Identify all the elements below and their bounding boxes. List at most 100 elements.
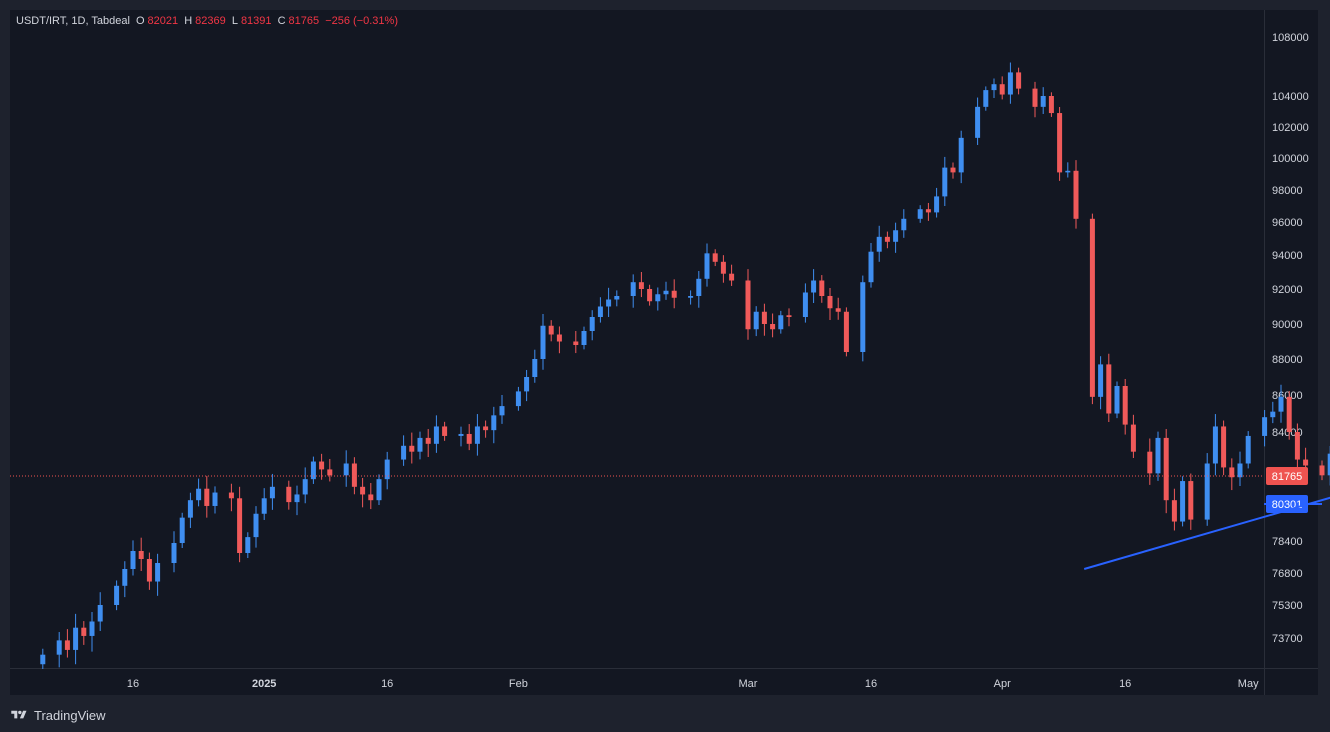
candle-body[interactable] <box>327 469 333 476</box>
candle-body[interactable] <box>548 325 554 335</box>
candle-body[interactable] <box>171 543 177 563</box>
candle-body[interactable] <box>884 236 890 242</box>
candle-body[interactable] <box>286 486 292 503</box>
candle-body[interactable] <box>212 492 218 506</box>
candle-body[interactable] <box>1237 463 1243 478</box>
candle-body[interactable] <box>458 433 464 436</box>
candle-body[interactable] <box>40 654 46 665</box>
candle-body[interactable] <box>655 294 661 302</box>
candle-body[interactable] <box>704 253 710 279</box>
candle-body[interactable] <box>1089 218 1095 397</box>
candle-body[interactable] <box>991 84 997 91</box>
candle-body[interactable] <box>237 498 243 553</box>
candle-body[interactable] <box>1229 467 1235 478</box>
candle-body[interactable] <box>1294 432 1300 460</box>
candle-body[interactable] <box>1122 386 1128 425</box>
candle-body[interactable] <box>770 324 776 330</box>
candle-body[interactable] <box>433 426 439 444</box>
candle-body[interactable] <box>204 488 210 506</box>
candle-body[interactable] <box>901 218 907 231</box>
candle-body[interactable] <box>245 537 251 553</box>
tradingview-brand[interactable]: TradingView <box>10 705 106 725</box>
candle-body[interactable] <box>1212 426 1218 464</box>
candle-body[interactable] <box>1221 426 1227 468</box>
candle-body[interactable] <box>647 289 653 302</box>
candle-body[interactable] <box>64 640 70 650</box>
candle-body[interactable] <box>1065 170 1071 173</box>
candle-body[interactable] <box>893 230 899 242</box>
candle-body[interactable] <box>310 461 316 480</box>
candle-body[interactable] <box>1040 96 1046 107</box>
candle-body[interactable] <box>155 563 161 582</box>
candle-body[interactable] <box>294 494 300 503</box>
candle-body[interactable] <box>589 317 595 331</box>
candle-body[interactable] <box>73 627 79 650</box>
candle-body[interactable] <box>597 306 603 318</box>
candle-body[interactable] <box>532 359 538 377</box>
time-axis[interactable] <box>10 668 1264 695</box>
candle-body[interactable] <box>466 433 472 444</box>
candle-body[interactable] <box>146 559 152 582</box>
candle-body[interactable] <box>1204 463 1210 520</box>
candle-body[interactable] <box>524 377 530 392</box>
candle-body[interactable] <box>1048 96 1054 114</box>
candle-body[interactable] <box>819 280 825 297</box>
candle-body[interactable] <box>179 517 185 543</box>
candle-body[interactable] <box>360 486 366 495</box>
candle-body[interactable] <box>1278 396 1284 412</box>
candle-body[interactable] <box>368 494 374 501</box>
candle-body[interactable] <box>843 311 849 352</box>
candle-body[interactable] <box>975 106 981 138</box>
candle-body[interactable] <box>409 445 415 452</box>
candle-body[interactable] <box>925 209 931 213</box>
candle-body[interactable] <box>753 311 759 330</box>
candle-body[interactable] <box>958 137 964 173</box>
candle-body[interactable] <box>425 437 431 444</box>
candle-body[interactable] <box>614 296 620 300</box>
symbol-name[interactable]: USDT/IRT, 1D, Tabdeal <box>16 15 130 27</box>
candle-body[interactable] <box>999 84 1005 95</box>
candle-body[interactable] <box>343 463 349 476</box>
candle-body[interactable] <box>581 331 587 345</box>
candle-body[interactable] <box>1130 424 1136 452</box>
plot-area[interactable] <box>10 10 1264 668</box>
candle-body[interactable] <box>228 492 234 499</box>
candle-body[interactable] <box>1286 396 1292 432</box>
candle-body[interactable] <box>868 251 874 283</box>
candle-body[interactable] <box>1057 113 1063 173</box>
candle-body[interactable] <box>671 290 677 298</box>
candle-body[interactable] <box>663 290 669 295</box>
price-axis[interactable] <box>1264 10 1318 668</box>
candle-body[interactable] <box>196 488 202 501</box>
candle-body[interactable] <box>376 479 382 501</box>
candle-body[interactable] <box>942 167 948 197</box>
candle-body[interactable] <box>1032 88 1038 107</box>
candle-body[interactable] <box>1114 386 1120 414</box>
candle-body[interactable] <box>114 585 120 605</box>
candle-body[interactable] <box>1147 451 1153 474</box>
candle-body[interactable] <box>1098 364 1104 397</box>
candle-body[interactable] <box>950 167 956 173</box>
candle-body[interactable] <box>81 627 87 636</box>
candle-body[interactable] <box>1016 72 1022 89</box>
candle-body[interactable] <box>1171 500 1177 522</box>
candle-body[interactable] <box>720 261 726 274</box>
candle-body[interactable] <box>786 315 792 317</box>
candle-body[interactable] <box>269 486 275 499</box>
candle-body[interactable] <box>130 551 136 569</box>
candle-body[interactable] <box>1106 364 1112 414</box>
candle-body[interactable] <box>442 426 448 436</box>
candle-body[interactable] <box>917 209 923 219</box>
candle-body[interactable] <box>351 463 357 487</box>
candle-body[interactable] <box>261 498 267 514</box>
candle-body[interactable] <box>934 196 940 213</box>
candle-body[interactable] <box>761 311 767 324</box>
candle-body[interactable] <box>802 292 808 318</box>
candle-body[interactable] <box>606 299 612 307</box>
candle-body[interactable] <box>630 282 636 296</box>
candle-body[interactable] <box>401 445 407 460</box>
candle-body[interactable] <box>253 513 259 538</box>
candle-body[interactable] <box>835 308 841 312</box>
candle-body[interactable] <box>1319 465 1325 476</box>
candle-body[interactable] <box>1270 411 1276 418</box>
